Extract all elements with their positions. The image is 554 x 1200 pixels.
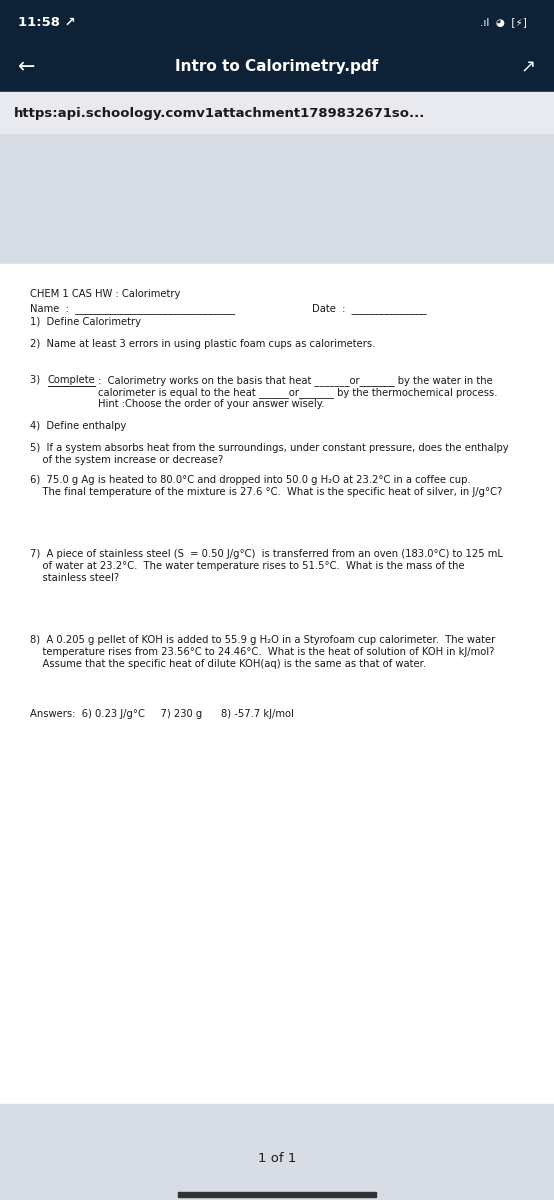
Text: stainless steel?: stainless steel? <box>30 572 119 583</box>
Text: ↗: ↗ <box>521 58 536 76</box>
Bar <box>0 264 554 1104</box>
Text: 4)  Define enthalpy: 4) Define enthalpy <box>30 421 126 431</box>
Text: Assume that the specific heat of dilute KOH(aq) is the same as that of water.: Assume that the specific heat of dilute … <box>30 659 426 670</box>
Text: 2)  Name at least 3 errors in using plastic foam cups as calorimeters.: 2) Name at least 3 errors in using plast… <box>30 338 376 349</box>
Bar <box>0 0 554 40</box>
Text: temperature rises from 23.56°C to 24.46°C.  What is the heat of solution of KOH : temperature rises from 23.56°C to 24.46°… <box>30 647 494 658</box>
Text: Name  :  ________________________________: Name : ________________________________ <box>30 302 235 314</box>
Text: calorimeter is equal to the heat ______or_______ by the thermochemical process.: calorimeter is equal to the heat ______o… <box>98 386 497 398</box>
Text: Answers:  6) 0.23 J/g°C     7) 230 g      8) -57.7 kJ/mol: Answers: 6) 0.23 J/g°C 7) 230 g 8) -57.7… <box>30 709 294 719</box>
Text: 1 of 1: 1 of 1 <box>258 1152 296 1165</box>
Text: :  Calorimetry works on the basis that heat _______or_______ by the water in the: : Calorimetry works on the basis that he… <box>95 374 493 386</box>
Bar <box>0 134 554 264</box>
Text: 1)  Define Calorimetry: 1) Define Calorimetry <box>30 317 141 326</box>
Text: ←: ← <box>18 56 35 77</box>
Bar <box>0 40 554 92</box>
Text: https:api.schoology.comv1attachment1789832671so...: https:api.schoology.comv1attachment17898… <box>14 107 425 120</box>
Text: 5)  If a system absorbs heat from the surroundings, under constant pressure, doe: 5) If a system absorbs heat from the sur… <box>30 443 509 452</box>
Text: of the system increase or decrease?: of the system increase or decrease? <box>30 455 223 464</box>
Text: 8)  A 0.205 g pellet of KOH is added to 55.9 g H₂O in a Styrofoam cup calorimete: 8) A 0.205 g pellet of KOH is added to 5… <box>30 635 495 646</box>
Text: 7)  A piece of stainless steel (S  = 0.50 J/g°C)  is transferred from an oven (1: 7) A piece of stainless steel (S = 0.50 … <box>30 550 503 559</box>
Text: CHEM 1 CAS HW : Calorimetry: CHEM 1 CAS HW : Calorimetry <box>30 289 181 299</box>
Text: 11:58 ↗: 11:58 ↗ <box>18 16 76 29</box>
Text: The final temperature of the mixture is 27.6 °C.  What is the specific heat of s: The final temperature of the mixture is … <box>30 487 502 497</box>
Text: .ıl  ◕  [⚡]: .ıl ◕ [⚡] <box>480 17 527 26</box>
Text: Date  :  _______________: Date : _______________ <box>312 302 427 314</box>
Bar <box>0 1104 554 1200</box>
Text: 3): 3) <box>30 374 47 385</box>
Text: of water at 23.2°C.  The water temperature rises to 51.5°C.  What is the mass of: of water at 23.2°C. The water temperatur… <box>30 560 465 571</box>
Bar <box>0 92 554 134</box>
Text: Complete: Complete <box>48 374 96 385</box>
Bar <box>178 1192 376 1198</box>
Text: 6)  75.0 g Ag is heated to 80.0°C and dropped into 50.0 g H₂O at 23.2°C in a cof: 6) 75.0 g Ag is heated to 80.0°C and dro… <box>30 475 471 485</box>
Text: Hint :Choose the order of your answer wisely.: Hint :Choose the order of your answer wi… <box>98 398 325 409</box>
Text: Intro to Calorimetry.pdf: Intro to Calorimetry.pdf <box>176 60 378 74</box>
